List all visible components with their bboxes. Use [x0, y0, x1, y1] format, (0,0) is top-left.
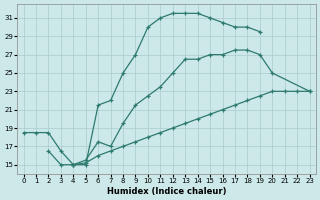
X-axis label: Humidex (Indice chaleur): Humidex (Indice chaleur) — [107, 187, 226, 196]
